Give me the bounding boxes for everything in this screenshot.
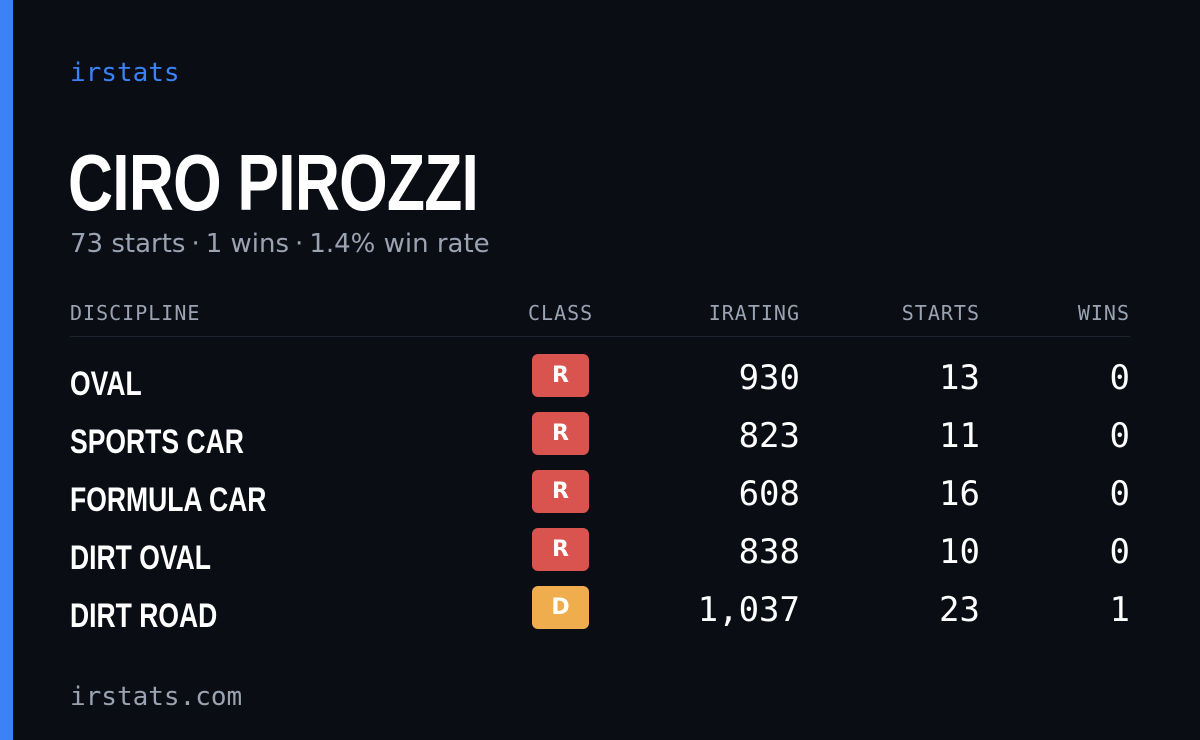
wins-value: 0 bbox=[1109, 358, 1130, 398]
table-row: SPORTS CAR R 823 11 0 bbox=[70, 410, 1130, 468]
driver-name: CIRO PIROZZI bbox=[68, 138, 479, 227]
discipline-name: FORMULA CAR bbox=[70, 481, 267, 519]
separator: · bbox=[191, 229, 200, 259]
accent-bar bbox=[0, 0, 13, 740]
discipline-name: DIRT ROAD bbox=[70, 597, 218, 635]
footer-url: irstats.com bbox=[70, 682, 243, 712]
header-irating: IRATING bbox=[708, 301, 800, 325]
table-row: DIRT ROAD D 1,037 23 1 bbox=[70, 584, 1130, 642]
header-discipline: DISCIPLINE bbox=[70, 301, 201, 325]
header-divider bbox=[70, 336, 1130, 337]
driver-summary: 73 starts · 1 wins · 1.4% win rate bbox=[70, 226, 490, 262]
starts-value: 23 bbox=[939, 590, 980, 630]
table-row: OVAL R 930 13 0 bbox=[70, 352, 1130, 410]
brand-logo-text: irstats bbox=[70, 58, 180, 88]
starts-value: 16 bbox=[939, 474, 980, 514]
discipline-name: DIRT OVAL bbox=[70, 539, 211, 577]
table-row: FORMULA CAR R 608 16 0 bbox=[70, 468, 1130, 526]
discipline-table: OVAL R 930 13 0 SPORTS CAR R 823 11 0 FO… bbox=[70, 352, 1130, 642]
discipline-name: SPORTS CAR bbox=[70, 423, 244, 461]
wins-value: 0 bbox=[1109, 474, 1130, 514]
separator: · bbox=[295, 229, 304, 259]
starts-value: 13 bbox=[939, 358, 980, 398]
wins-value: 1 bbox=[1109, 590, 1130, 630]
table-row: DIRT OVAL R 838 10 0 bbox=[70, 526, 1130, 584]
class-badge: D bbox=[532, 586, 589, 629]
header-class: CLASS bbox=[528, 301, 594, 325]
class-badge: R bbox=[532, 528, 589, 571]
header-starts: STARTS bbox=[901, 301, 980, 325]
irating-value: 1,037 bbox=[697, 590, 800, 630]
class-badge: R bbox=[532, 354, 589, 397]
starts-value: 11 bbox=[939, 416, 980, 456]
class-badge: R bbox=[532, 470, 589, 513]
class-badge: R bbox=[532, 412, 589, 455]
irating-value: 838 bbox=[738, 532, 800, 572]
irating-value: 823 bbox=[738, 416, 800, 456]
irating-value: 930 bbox=[738, 358, 800, 398]
wins-value: 0 bbox=[1109, 416, 1130, 456]
win-rate-summary: 1.4% win rate bbox=[309, 229, 490, 259]
table-header: DISCIPLINE CLASS IRATING STARTS WINS bbox=[70, 298, 1130, 328]
wins-value: 0 bbox=[1109, 532, 1130, 572]
starts-value: 10 bbox=[939, 532, 980, 572]
discipline-name: OVAL bbox=[70, 365, 142, 403]
header-wins: WINS bbox=[1077, 301, 1130, 325]
wins-summary: 1 wins bbox=[205, 229, 290, 259]
irating-value: 608 bbox=[738, 474, 800, 514]
starts-summary: 73 starts bbox=[70, 229, 186, 259]
